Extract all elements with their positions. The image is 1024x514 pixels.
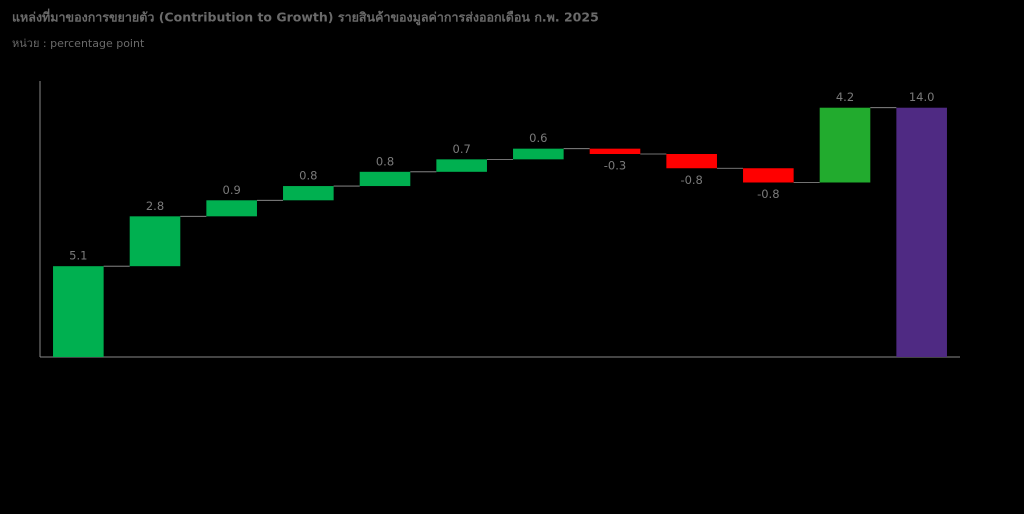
- chart-subtitle: หน่วย : percentage point: [12, 37, 145, 50]
- bar: [666, 154, 717, 169]
- bar: [896, 107, 947, 357]
- value-label: 0.8: [299, 169, 317, 183]
- bar: [513, 148, 564, 160]
- value-label: -0.8: [757, 187, 779, 201]
- bar: [743, 168, 794, 183]
- chart-title: แหล่งที่มาของการขยายตัว (Contribution to…: [12, 9, 599, 26]
- bar: [129, 216, 181, 267]
- value-label: 0.6: [529, 131, 547, 145]
- value-label: -0.8: [680, 173, 702, 187]
- bar: [436, 159, 487, 172]
- bar: [589, 148, 641, 155]
- bar: [359, 171, 411, 187]
- bar: [53, 266, 104, 357]
- value-label: 0.9: [223, 183, 241, 197]
- value-label: -0.3: [604, 159, 626, 173]
- value-label: 0.8: [376, 154, 394, 168]
- value-label: 14.0: [909, 90, 935, 104]
- bar: [283, 186, 334, 201]
- value-label: 4.2: [836, 90, 854, 104]
- bar: [206, 200, 257, 217]
- value-label: 0.7: [453, 142, 471, 156]
- value-label: 5.1: [69, 249, 87, 263]
- bar: [819, 107, 871, 183]
- value-label: 2.8: [146, 199, 164, 213]
